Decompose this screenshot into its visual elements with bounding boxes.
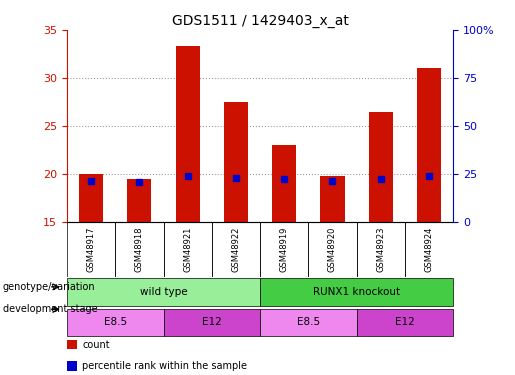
Text: E12: E12 [202,317,221,327]
Text: GSM48920: GSM48920 [328,227,337,272]
Bar [320,176,345,222]
Text: GSM48921: GSM48921 [183,227,192,272]
Text: E8.5: E8.5 [104,317,127,327]
Text: GSM48923: GSM48923 [376,227,385,272]
Text: GSM48917: GSM48917 [87,227,96,272]
Text: genotype/variation: genotype/variation [3,282,95,292]
Text: E12: E12 [395,317,415,327]
Bar [224,102,248,222]
Text: E8.5: E8.5 [297,317,320,327]
FancyBboxPatch shape [260,309,356,336]
Bar [79,174,103,222]
Bar [176,46,200,222]
FancyBboxPatch shape [163,309,260,336]
Bar [67,362,77,370]
Text: wild type: wild type [140,287,187,297]
FancyBboxPatch shape [67,309,163,336]
Bar [272,145,296,222]
Text: GSM48918: GSM48918 [135,227,144,272]
Text: development stage: development stage [3,304,97,314]
Text: GSM48924: GSM48924 [424,227,434,272]
Title: GDS1511 / 1429403_x_at: GDS1511 / 1429403_x_at [171,13,349,28]
Text: RUNX1 knockout: RUNX1 knockout [313,287,400,297]
Text: count: count [82,340,110,350]
Text: percentile rank within the sample: percentile rank within the sample [82,361,247,371]
FancyBboxPatch shape [67,279,260,306]
Text: GSM48919: GSM48919 [280,227,289,272]
Text: GSM48922: GSM48922 [231,227,241,272]
FancyBboxPatch shape [260,279,453,306]
Bar [417,68,441,222]
FancyBboxPatch shape [356,309,453,336]
Bar [67,340,77,350]
Bar [369,112,393,222]
Bar [127,179,151,222]
